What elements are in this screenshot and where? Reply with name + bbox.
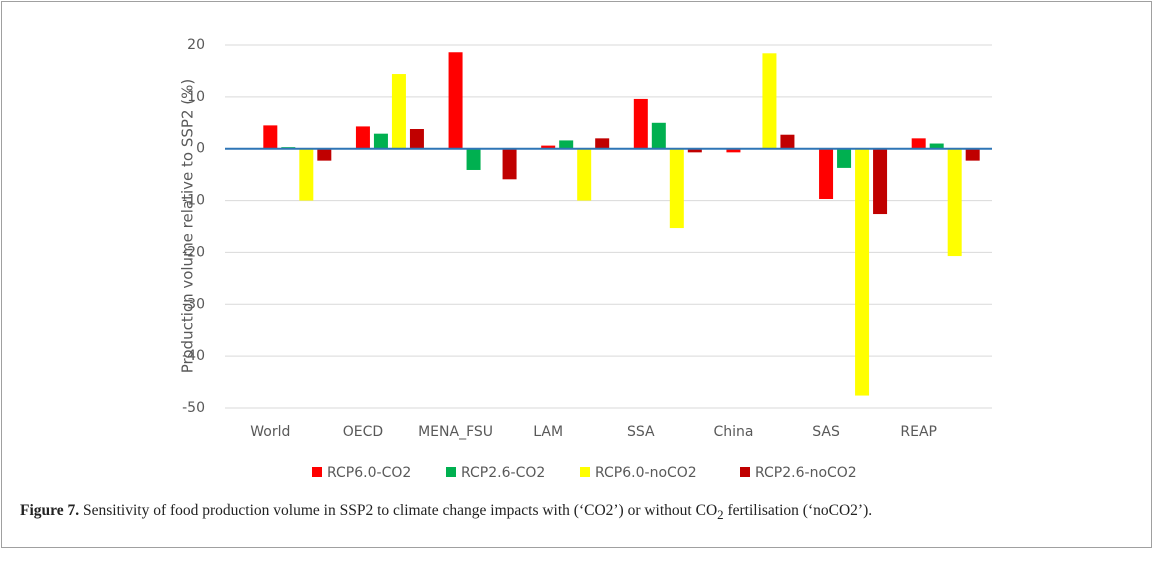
legend-swatch — [312, 467, 322, 477]
x-tick-label: SAS — [812, 424, 840, 440]
bar — [819, 148, 834, 200]
bar — [726, 148, 741, 153]
bar — [595, 138, 610, 149]
bar — [448, 52, 463, 149]
bar — [669, 148, 684, 229]
bar — [299, 148, 314, 201]
bar — [317, 148, 332, 161]
x-tick-label: OECD — [343, 424, 383, 440]
bar — [559, 140, 574, 149]
bar — [911, 138, 926, 149]
legend-label: RCP6.0-CO2 — [327, 465, 411, 481]
bar — [541, 145, 556, 149]
bar — [780, 134, 795, 149]
y-tick-label: -30 — [182, 296, 205, 312]
y-axis-title: Production volume relative to SSP2 (%) — [179, 79, 197, 373]
y-tick-label: -50 — [182, 400, 205, 416]
chart: Production volume relative to SSP2 (%) -… — [179, 37, 992, 481]
bar — [263, 125, 278, 149]
caption: Figure 7. Sensitivity of food production… — [20, 500, 1120, 526]
figure-frame — [1, 1, 1152, 548]
x-tick-label: SSA — [627, 424, 655, 440]
x-tick-label: LAM — [533, 424, 563, 440]
bar — [855, 148, 870, 396]
x-tick-label: World — [250, 424, 290, 440]
bar — [687, 148, 702, 153]
bar — [577, 148, 592, 201]
legend-label: RCP6.0-noCO2 — [595, 465, 697, 481]
legend-swatch — [580, 467, 590, 477]
bar — [651, 122, 666, 149]
legend-label: RCP2.6-noCO2 — [755, 465, 857, 481]
y-tick-label: 10 — [187, 89, 205, 105]
bar — [837, 148, 852, 168]
bar — [633, 98, 648, 149]
caption-subscript: 2 — [717, 507, 724, 523]
legend-swatch — [740, 467, 750, 477]
legend-label: RCP2.6-CO2 — [461, 465, 545, 481]
bar — [965, 148, 980, 161]
bar — [929, 143, 944, 149]
bar — [466, 148, 481, 170]
bar — [762, 53, 777, 149]
y-tick-label: 20 — [187, 37, 205, 53]
caption-text: Sensitivity of food production volume in… — [83, 502, 718, 519]
y-tick-label: 0 — [196, 141, 205, 157]
x-tick-label: MENA_FSU — [418, 424, 493, 440]
bar — [502, 148, 517, 180]
x-tick-label: REAP — [900, 424, 937, 440]
bar — [355, 126, 370, 149]
bar — [873, 148, 888, 215]
bar — [409, 129, 424, 149]
bar — [391, 74, 406, 149]
bar — [947, 148, 962, 257]
caption-label: Figure 7. — [20, 502, 80, 519]
x-tick-label: China — [713, 424, 753, 440]
y-tick-label: -20 — [182, 244, 205, 260]
legend-swatch — [446, 467, 456, 477]
y-tick-label: -40 — [182, 348, 205, 364]
y-tick-label: -10 — [182, 193, 205, 209]
bar — [373, 133, 388, 149]
caption-text-after: fertilisation (‘noCO2’). — [723, 502, 873, 519]
